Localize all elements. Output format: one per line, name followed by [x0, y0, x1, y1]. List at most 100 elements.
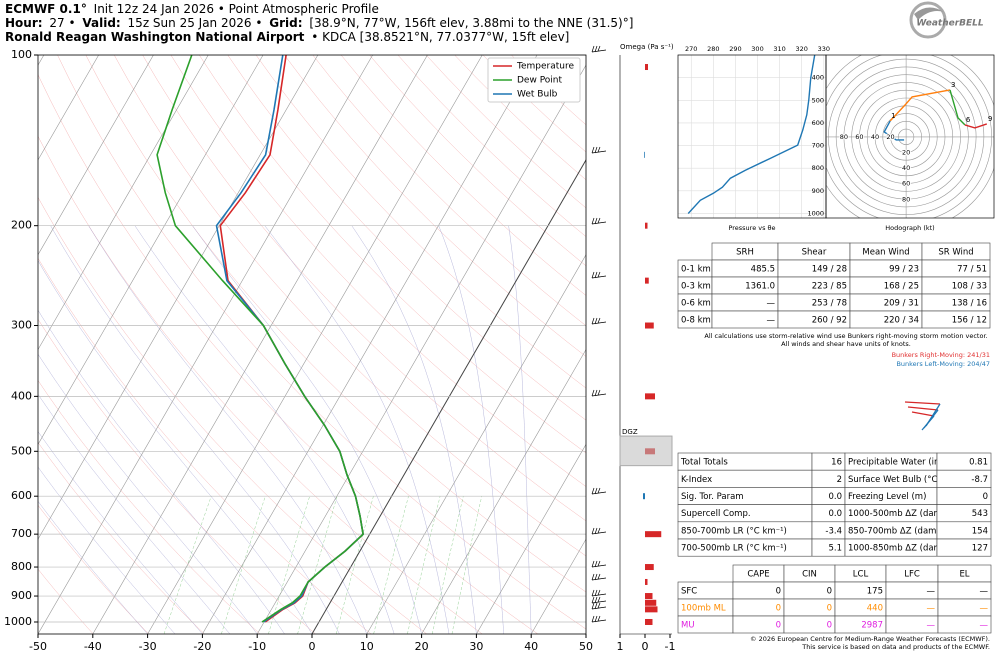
table-text: 0	[776, 621, 781, 631]
hodograph-segment	[883, 120, 905, 141]
table-text: 0	[776, 587, 781, 597]
table-text: 260 / 92	[812, 316, 847, 326]
table-text: 5.1	[828, 544, 842, 554]
y-tick-label: 100	[11, 48, 32, 61]
theta-tick-label: 300	[751, 45, 763, 53]
isotherm	[38, 55, 209, 351]
table-text: 0.81	[969, 458, 988, 468]
omega-bar	[643, 493, 645, 500]
logo-swirl	[914, 7, 944, 20]
logo-text: WeatherBELL	[916, 19, 984, 29]
omega-bar	[645, 578, 648, 585]
wind-barb	[591, 146, 607, 154]
table-text: 0.0	[828, 492, 842, 502]
theta-tick-label: 270	[685, 45, 697, 53]
moist-adiabat	[134, 225, 395, 634]
dry-adiabat	[38, 135, 483, 634]
footer-text: This service is based on data and produc…	[801, 643, 990, 651]
table-text: 850-700mb LR (°C km⁻¹)	[681, 526, 787, 536]
table-text: 127	[972, 544, 988, 554]
omega-bar	[645, 531, 662, 538]
isotherm	[476, 443, 586, 634]
wind-barb	[591, 389, 607, 397]
table-text: 0	[776, 604, 781, 614]
theta-tick-label: 330	[818, 45, 830, 53]
header-part: 27 •	[49, 16, 75, 30]
dry-adiabat	[38, 257, 372, 634]
wind-barb	[591, 573, 607, 581]
wind-barb	[591, 602, 607, 610]
y-tick-label: 600	[11, 489, 32, 502]
x-tick-label: -20	[193, 640, 211, 653]
moist-adiabat	[88, 225, 368, 634]
moist-adiabat	[38, 431, 203, 634]
icon-line	[904, 401, 941, 405]
table-text: 0.0	[828, 509, 842, 519]
mixing-ratio-line	[407, 496, 441, 634]
table-text: 2	[837, 475, 842, 485]
table-text: Precipitable Water (in.)	[848, 458, 945, 468]
footer-text: © 2026 European Centre for Medium-Range …	[750, 635, 990, 643]
isotherm	[38, 55, 373, 634]
table-text: 440	[867, 604, 883, 614]
table-text: 175	[867, 587, 883, 597]
profile-line	[156, 55, 364, 623]
table-text: CAPE	[747, 570, 769, 580]
table-text: EL	[959, 570, 969, 580]
table-text: 99 / 23	[889, 265, 919, 275]
dry-adiabat	[199, 55, 586, 454]
omega-bar	[645, 222, 648, 229]
mixing-ratio-line	[268, 496, 310, 634]
table-text: 253 / 78	[812, 299, 847, 309]
legend-box	[487, 57, 581, 103]
highlight-isotherm	[311, 158, 586, 634]
table-text: —	[927, 604, 936, 614]
table-text: Shear	[802, 248, 827, 258]
isotherm	[147, 55, 483, 634]
table-text: 1000-500mb ΔZ (dam)	[848, 509, 945, 519]
theta-tick-label: 1000	[807, 209, 824, 217]
table-text: 168 / 25	[884, 282, 919, 292]
wind-barb	[591, 217, 607, 225]
table-text: —	[980, 587, 989, 597]
header-part: ECMWF 0.1°	[5, 2, 87, 16]
hodograph-segment	[964, 123, 988, 129]
hodograph-segment	[949, 89, 966, 126]
moist-adiabat	[351, 225, 477, 634]
header-part: Grid:	[269, 16, 302, 30]
x-tick-label: -40	[84, 640, 102, 653]
profiles	[156, 55, 364, 623]
omega-bar	[645, 599, 657, 606]
x-tick-label: 40	[524, 640, 538, 653]
hodograph-annotation: 9	[988, 115, 992, 123]
table-text: 149 / 28	[812, 265, 847, 275]
table-text: 77 / 51	[957, 265, 987, 275]
theta-frame	[677, 54, 827, 219]
header-part: [38.9°N, 77°W, 156ft elev, 3.88mi to the…	[309, 16, 633, 30]
storm-motion-icon	[904, 401, 941, 431]
hodograph-xlabel: Hodograph (kt)	[885, 224, 934, 232]
moist-adiabat	[38, 500, 148, 634]
table-text: Surface Wet Bulb (°C)	[848, 475, 941, 485]
hodograph-tick-label: 20	[902, 148, 910, 156]
table-text: 700-500mb LR (°C km⁻¹)	[681, 544, 787, 554]
wind-barb	[591, 271, 607, 279]
theta-tick-label: 280	[707, 45, 719, 53]
legend-label: Dew Point	[517, 76, 563, 86]
dgz-label: DGZ	[622, 428, 638, 436]
hodograph-annotation: 1	[891, 112, 895, 120]
moist-adiabat	[438, 225, 505, 634]
dry-adiabat	[38, 504, 149, 634]
x-tick-label: 30	[469, 640, 483, 653]
isotherm	[421, 348, 586, 634]
hodograph-annotation: 6	[966, 116, 971, 124]
table-text: 1361.0	[745, 282, 775, 292]
dry-adiabat	[57, 55, 586, 630]
wind-barb	[591, 596, 607, 604]
y-tick-label: 500	[11, 444, 32, 457]
wind-barb	[591, 615, 607, 623]
table-text: LFC	[904, 570, 920, 580]
table-text: 209 / 31	[884, 299, 919, 309]
table-text: 220 / 34	[884, 316, 919, 326]
omega-bar	[645, 393, 655, 400]
